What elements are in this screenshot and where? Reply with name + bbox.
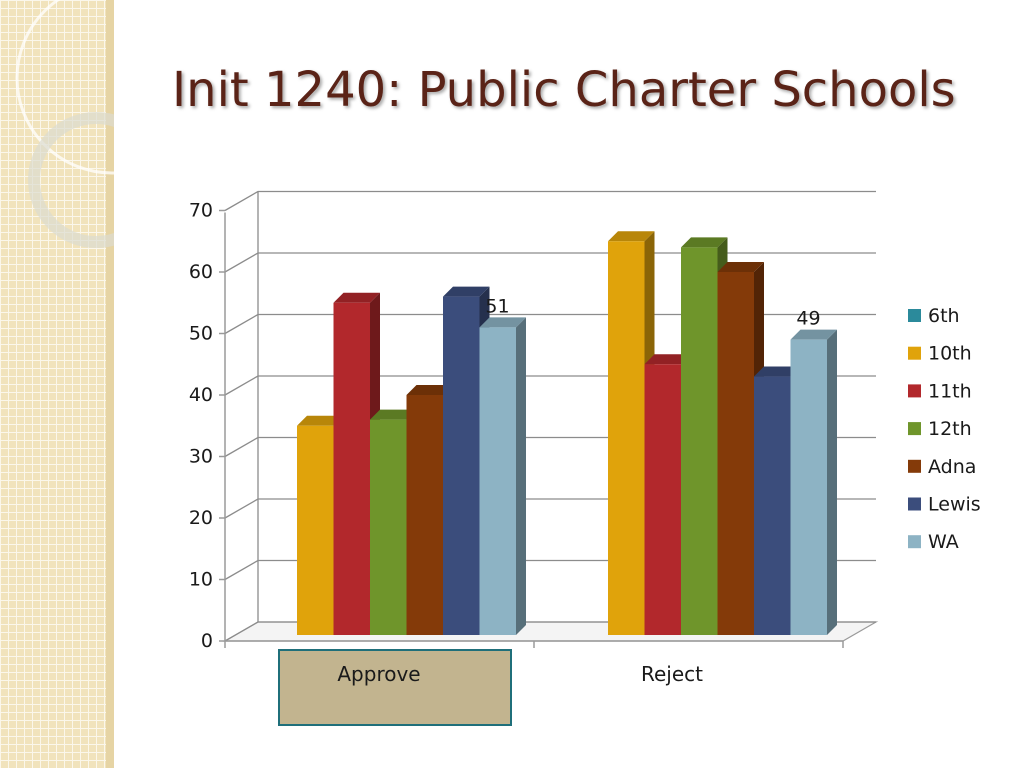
legend-swatch — [908, 497, 921, 511]
decorative-side-panel — [0, 0, 114, 768]
bar-approve-wa — [479, 317, 526, 635]
slide-title: Init 1240: Public Charter Schools — [172, 62, 956, 118]
legend-swatch — [908, 309, 921, 322]
y-tick-label: 0 — [201, 630, 213, 652]
bar-top-face — [297, 415, 344, 426]
legend-item-6th: 6th — [908, 305, 960, 327]
side-panel-edge — [106, 0, 114, 768]
y-tick-label: 70 — [189, 200, 213, 222]
bar-top-face — [644, 354, 691, 365]
chart-axes: 0 10 20 30 40 50 60 70 Approve Reject — [189, 200, 844, 726]
legend-label: Adna — [928, 456, 976, 478]
y-tick-label: 50 — [189, 323, 213, 345]
chart-bars — [297, 231, 837, 635]
bar-front-face — [681, 247, 718, 635]
bar-front-face — [790, 339, 827, 635]
legend-swatch — [908, 346, 921, 360]
bar-front-face — [297, 425, 334, 635]
bar-front-face — [479, 327, 516, 635]
bar-top-face — [790, 329, 837, 340]
chart-data-labels: 51 49 — [485, 295, 820, 329]
legend-swatch — [908, 459, 921, 473]
legend-label: 11th — [928, 380, 972, 402]
decorative-ring-small — [28, 112, 114, 248]
legend-label: 10th — [928, 343, 972, 365]
y-tick-label: 30 — [189, 446, 213, 468]
y-tick-label: 40 — [189, 384, 213, 406]
bar-top-face — [717, 262, 764, 272]
bar-front-face — [370, 419, 407, 635]
data-label: 51 — [485, 295, 509, 317]
y-tick-label: 20 — [189, 507, 213, 529]
bar-front-face — [754, 376, 791, 635]
legend-swatch — [908, 384, 921, 398]
bar-top-face — [406, 385, 453, 395]
bar-front-face — [333, 302, 370, 635]
bar-top-face — [443, 286, 490, 297]
bar-top-face — [333, 292, 380, 303]
legend-item-adna: Adna — [908, 456, 976, 478]
bar-front-face — [443, 296, 480, 635]
bar-front-face — [717, 272, 754, 635]
bar-reject-wa — [790, 329, 837, 635]
decorative-ring-large — [15, 0, 114, 175]
bar-top-face — [754, 366, 801, 377]
chart-legend: 6th 10th 11th 12th Adna Lewis WA — [908, 305, 981, 553]
y-tick-label: 10 — [189, 569, 213, 591]
legend-item-wa: WA — [908, 531, 959, 553]
legend-label: 6th — [928, 305, 960, 327]
bar-top-face — [370, 409, 417, 420]
legend-label: 12th — [928, 418, 972, 440]
legend-swatch — [908, 422, 921, 436]
y-tick-label: 60 — [189, 261, 213, 283]
bar-front-face — [406, 395, 443, 635]
bar-front-face — [644, 364, 681, 635]
highlight-box-approve — [278, 649, 512, 726]
data-label: 49 — [796, 308, 820, 330]
category-label-reject: Reject — [641, 662, 703, 686]
bar-side-face — [516, 317, 526, 635]
legend-label: WA — [928, 531, 959, 553]
legend-item-11th: 11th — [908, 380, 972, 402]
legend-item-10th: 10th — [908, 343, 972, 365]
bar-top-face — [681, 237, 728, 248]
legend-item-12th: 12th — [908, 418, 972, 440]
bar-front-face — [608, 241, 645, 635]
bar-side-face — [827, 329, 837, 635]
legend-label: Lewis — [928, 494, 981, 516]
legend-swatch — [908, 535, 921, 549]
bar-top-face — [479, 317, 526, 328]
category-label-approve: Approve — [337, 662, 420, 686]
bar-top-face — [608, 231, 655, 242]
legend-item-lewis: Lewis — [908, 494, 981, 516]
